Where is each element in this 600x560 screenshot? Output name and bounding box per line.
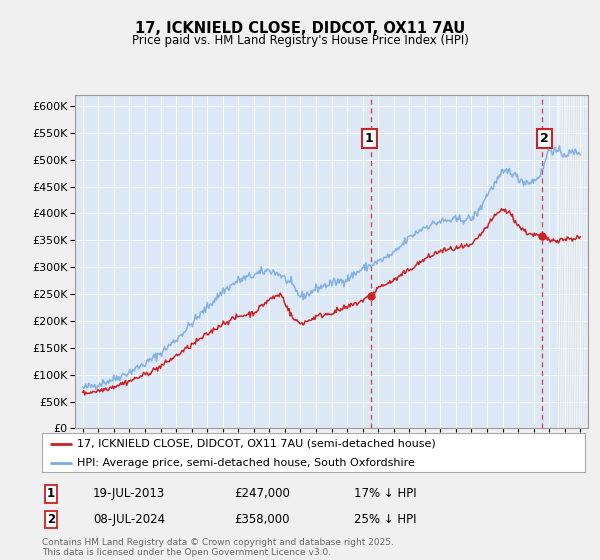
Text: 2: 2	[541, 132, 549, 144]
Text: 1: 1	[47, 487, 55, 501]
Text: Contains HM Land Registry data © Crown copyright and database right 2025.
This d: Contains HM Land Registry data © Crown c…	[42, 538, 394, 557]
Text: Price paid vs. HM Land Registry's House Price Index (HPI): Price paid vs. HM Land Registry's House …	[131, 34, 469, 46]
Text: 25% ↓ HPI: 25% ↓ HPI	[354, 513, 416, 526]
Text: 17, ICKNIELD CLOSE, DIDCOT, OX11 7AU (semi-detached house): 17, ICKNIELD CLOSE, DIDCOT, OX11 7AU (se…	[77, 438, 436, 449]
Text: 19-JUL-2013: 19-JUL-2013	[93, 487, 165, 501]
Text: 17% ↓ HPI: 17% ↓ HPI	[354, 487, 416, 501]
Text: 2: 2	[47, 513, 55, 526]
Text: HPI: Average price, semi-detached house, South Oxfordshire: HPI: Average price, semi-detached house,…	[77, 458, 415, 468]
Text: £247,000: £247,000	[234, 487, 290, 501]
Text: £358,000: £358,000	[234, 513, 290, 526]
Text: 08-JUL-2024: 08-JUL-2024	[93, 513, 165, 526]
Text: 1: 1	[365, 132, 374, 144]
Text: 17, ICKNIELD CLOSE, DIDCOT, OX11 7AU: 17, ICKNIELD CLOSE, DIDCOT, OX11 7AU	[135, 21, 465, 36]
